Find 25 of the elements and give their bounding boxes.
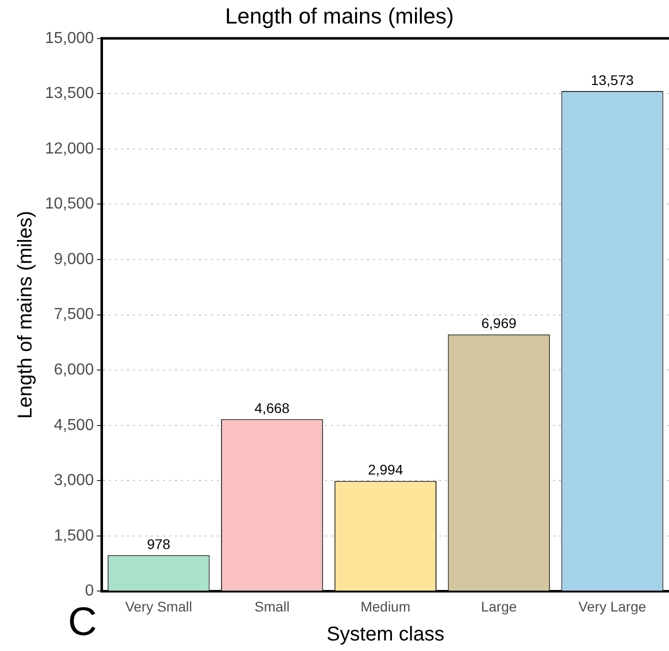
x-tick-label: Very Small [125,598,192,614]
y-tick-label: 9,000 [54,250,94,268]
y-tick-label: 10,500 [45,196,94,213]
y-tick-label: 6,000 [54,361,94,378]
y-tick-label: 7,500 [54,306,94,324]
y-tick-label: 15,000 [45,30,94,47]
y-tick-label: 1,500 [54,527,94,544]
y-axis-title: Length of mains (miles) [14,210,37,419]
y-tick-label: 13,500 [45,85,94,102]
chart-title: Length of mains (miles) [225,3,454,28]
text: C [68,600,97,645]
data-label: 2,994 [368,462,404,478]
y-tick-label: 3,000 [54,472,94,490]
x-tick-label: Large [480,598,517,614]
x-axis-title: System class [326,624,444,646]
x-tick-label: Very Large [578,598,646,614]
data-label: 6,969 [481,315,517,332]
x-tick-label: Small [254,598,290,614]
y-tick-label: 0 [85,582,94,600]
data-label: 13,573 [590,72,634,88]
data-label: 4,668 [254,400,290,416]
y-tick-label: 4,500 [54,416,94,434]
data-label: 978 [146,536,171,552]
y-tick-label: 12,000 [45,140,94,158]
x-tick-label: Medium [360,598,410,614]
